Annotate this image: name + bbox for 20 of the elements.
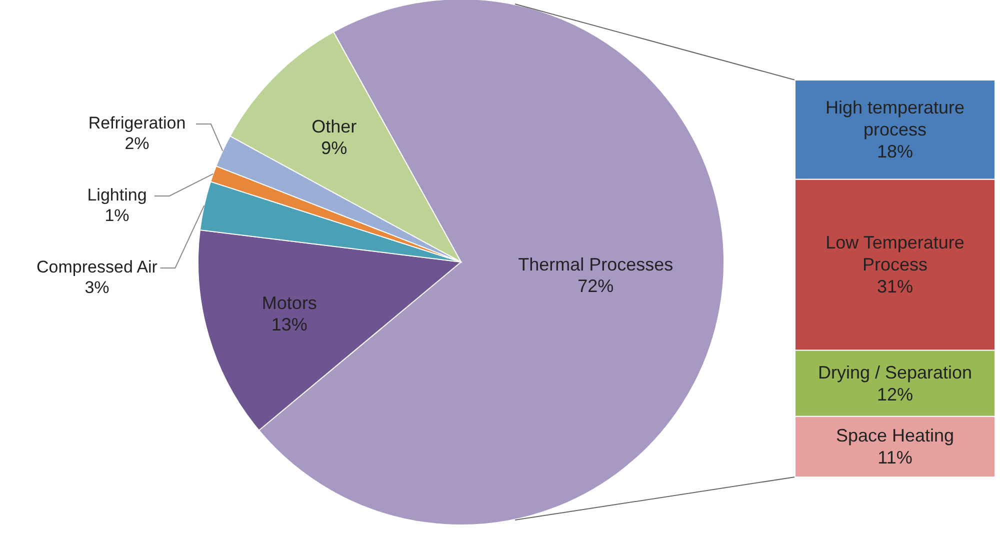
series-label: Low Temperature Process	[826, 232, 964, 275]
data-label: 31%	[876, 276, 914, 297]
slice-label: Lighting	[87, 186, 147, 205]
data-label: 12%	[876, 384, 914, 404]
data-label: 2%	[124, 134, 150, 153]
data-label: 72%	[578, 276, 614, 296]
data-label: 1%	[104, 206, 130, 225]
data-label: 13%	[271, 314, 308, 334]
series-label: High temperature process	[825, 98, 965, 140]
slice-label: Compressed Air	[36, 258, 158, 277]
data-label: 18%	[876, 142, 914, 162]
data-label: 11%	[878, 448, 912, 468]
slice-label: Other	[312, 116, 357, 136]
slice-label: Refrigeration	[88, 114, 186, 133]
data-label: 9%	[321, 138, 348, 158]
series-label: Drying / Separation	[818, 362, 972, 382]
data-label: 3%	[84, 278, 110, 297]
series-label: Space Heating	[836, 426, 954, 446]
slice-label: Motors	[262, 292, 317, 313]
slice-label: Thermal Processes	[518, 254, 674, 274]
